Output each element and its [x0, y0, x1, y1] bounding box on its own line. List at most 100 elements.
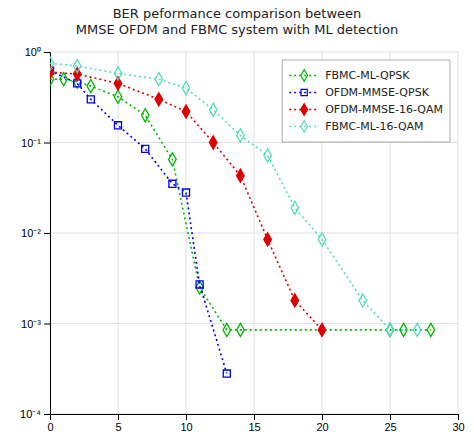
- tick: 10⁰: [25, 46, 50, 58]
- tick-label: 5: [115, 421, 121, 433]
- tick-mark: [390, 414, 391, 420]
- title-line: MMSE OFDM and FBMC system with ML detect…: [76, 22, 398, 37]
- axis-line: [44, 53, 51, 415]
- marker: [264, 149, 272, 162]
- tick: 25: [384, 414, 396, 433]
- marker: [155, 93, 163, 106]
- tick: 10⁻²: [21, 227, 50, 239]
- series-line: [50, 72, 322, 330]
- y-axis: 10⁻⁴ 10⁻³ 10⁻² 10⁻¹ 10⁰: [20, 46, 50, 420]
- legend-marker: [301, 121, 308, 133]
- tick-mark: [186, 414, 187, 420]
- series: [50, 67, 230, 377]
- tick-label: 0: [47, 421, 53, 433]
- tick-mark: [44, 233, 50, 234]
- marker: [155, 73, 163, 86]
- tick: 10: [180, 414, 192, 433]
- tick-mark: [322, 414, 323, 420]
- marker: [114, 122, 121, 129]
- tick-label: 20: [316, 421, 328, 433]
- tick-label: 15: [248, 421, 260, 433]
- marker: [182, 105, 190, 118]
- tick-label: 10⁻³: [21, 318, 41, 330]
- tick-label: 10: [180, 421, 192, 433]
- marker: [209, 103, 217, 116]
- marker: [114, 67, 122, 80]
- tick-label: 10⁰: [25, 46, 41, 58]
- grid-line: [458, 52, 459, 414]
- tick: 10⁻¹: [21, 137, 50, 149]
- grid-line: [254, 52, 255, 414]
- marker: [73, 59, 81, 72]
- marker: [318, 323, 326, 336]
- tick-mark: [44, 324, 50, 325]
- legend-label: OFDM-MMSE-QPSK: [325, 86, 429, 99]
- legend-frame: [282, 60, 450, 142]
- marker: [73, 68, 81, 81]
- tick-label: 10⁻²: [21, 227, 41, 239]
- tick-label: 10⁻¹: [21, 137, 41, 149]
- marker: [223, 323, 231, 336]
- marker: [237, 169, 245, 182]
- legend-swatch: [289, 92, 319, 94]
- tick: 15: [248, 414, 260, 433]
- tick-label: 30: [452, 421, 464, 433]
- tick: 0: [47, 414, 53, 433]
- marker: [87, 96, 94, 103]
- legend-marker: [301, 104, 308, 116]
- grid: [50, 52, 458, 414]
- title-line: BER peformance comparison between: [113, 6, 362, 21]
- tick-label: 10⁻⁴: [20, 408, 41, 420]
- marker: [237, 129, 245, 142]
- tick: 10⁻⁴: [20, 408, 50, 420]
- marker: [141, 109, 149, 122]
- marker: [142, 145, 149, 152]
- marker: [196, 281, 203, 288]
- marker: [223, 370, 230, 377]
- marker: [318, 233, 326, 246]
- tick-label: 25: [384, 421, 396, 433]
- marker: [386, 323, 394, 336]
- tick-mark: [44, 52, 50, 53]
- marker: [169, 180, 176, 187]
- marker: [427, 323, 435, 336]
- marker: [237, 323, 245, 336]
- marker: [413, 323, 421, 336]
- title: BER peformance comparison betweenMMSE OF…: [76, 6, 398, 37]
- x-axis: 0 5 10 15 20 25 30: [47, 414, 464, 433]
- plot: 0 5 10 15 20 25 30 10⁻⁴ 10⁻³ 10⁻² 10⁻¹ 10⁰ FBMC-ML-Q…: [20, 46, 465, 433]
- tick-mark: [118, 414, 119, 420]
- tick: 30: [452, 414, 464, 433]
- legend-marker: [301, 70, 308, 82]
- tick-mark: [254, 414, 255, 420]
- chart: BER peformance comparison betweenMMSE OF…: [0, 0, 474, 444]
- axis-line: [51, 415, 459, 421]
- legend-label: OFDM-MMSE-16-QAM: [325, 103, 443, 116]
- marker: [50, 57, 54, 70]
- tick: 10⁻³: [21, 318, 50, 330]
- marker: [264, 233, 272, 246]
- legend-label: FBMC-ML-16-QAM: [325, 120, 423, 133]
- legend-label: FBMC-ML-QPSK: [325, 69, 410, 82]
- tick-mark: [44, 143, 50, 144]
- marker: [291, 201, 299, 214]
- marker: [291, 294, 299, 307]
- marker: [87, 80, 95, 93]
- legend-swatch: [289, 126, 319, 128]
- marker: [359, 294, 367, 307]
- tick: 5: [115, 414, 121, 433]
- marker: [60, 73, 68, 86]
- marker: [209, 136, 217, 149]
- tick-mark: [44, 414, 50, 415]
- tick-mark: [458, 414, 459, 420]
- marker: [182, 189, 189, 196]
- marker: [182, 81, 190, 94]
- marker: [169, 153, 177, 166]
- legend: FBMC-ML-QPSK OFDM-MMSE-QPSK OFDM-MMSE-16-Q…: [282, 60, 450, 142]
- series-line: [50, 71, 227, 374]
- marker: [114, 90, 122, 103]
- legend-swatch: [289, 75, 319, 77]
- legend-marker: [301, 89, 307, 95]
- tick: 20: [316, 414, 328, 433]
- grid-line: [118, 52, 119, 414]
